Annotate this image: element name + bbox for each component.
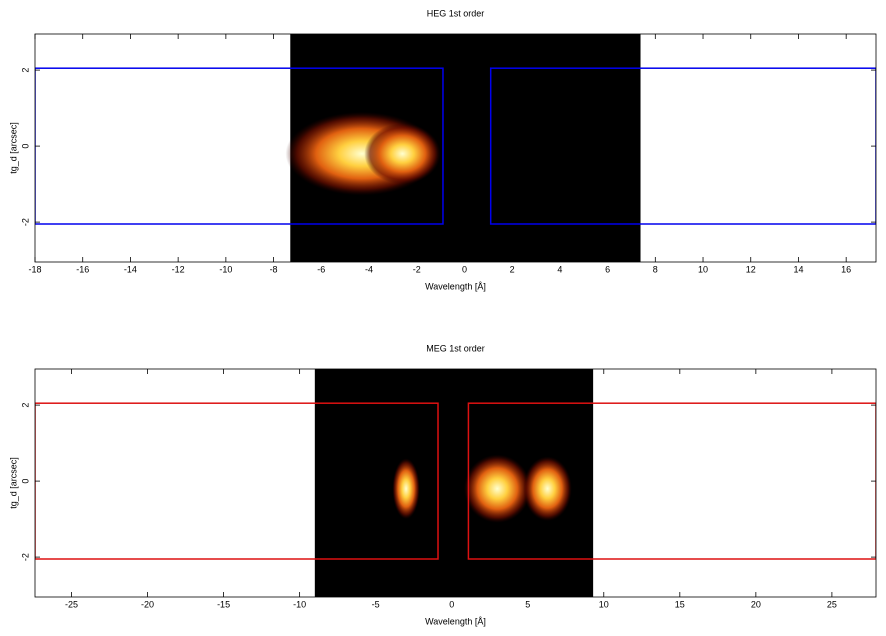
x-tick-label: 0: [462, 264, 467, 274]
region-box: [35, 402, 439, 560]
x-tick-label: 20: [751, 599, 761, 609]
x-tick-label: -4: [365, 264, 373, 274]
chart-title: MEG 1st order: [426, 343, 485, 353]
plot-area: [35, 34, 876, 262]
x-tick-label: -2: [413, 264, 421, 274]
x-tick-label: 6: [605, 264, 610, 274]
x-tick-label: -8: [270, 264, 278, 274]
x-tick-label: -10: [293, 599, 306, 609]
x-tick-label: 5: [525, 599, 530, 609]
x-tick-label: 14: [793, 264, 803, 274]
plot-area: [35, 369, 876, 597]
region-box: [35, 67, 444, 225]
x-tick-label: 25: [827, 599, 837, 609]
x-tick-label: -15: [217, 599, 230, 609]
x-tick-label: 0: [449, 599, 454, 609]
x-tick-label: -14: [124, 264, 137, 274]
y-tick-label: -2: [20, 218, 30, 226]
x-tick-label: -6: [317, 264, 325, 274]
hotspot: [463, 454, 531, 523]
y-axis-label: tg_d [arcsec]: [8, 457, 18, 509]
y-tick-label: 0: [20, 144, 30, 149]
x-tick-label: 16: [841, 264, 851, 274]
x-axis-label: Wavelength [Å]: [425, 616, 486, 626]
y-tick-label: 2: [20, 68, 30, 73]
x-tick-label: -12: [172, 264, 185, 274]
x-axis-label: Wavelength [Å]: [425, 281, 486, 291]
hotspot: [392, 458, 420, 520]
y-tick-label: 2: [20, 403, 30, 408]
region-box: [467, 402, 876, 560]
region-box: [489, 67, 876, 225]
y-tick-label: 0: [20, 479, 30, 484]
x-tick-label: 4: [557, 264, 562, 274]
x-tick-label: 10: [698, 264, 708, 274]
hotspot: [364, 123, 441, 185]
axes-frame: [34, 33, 877, 263]
x-tick-label: -20: [141, 599, 154, 609]
x-tick-label: -18: [28, 264, 41, 274]
x-tick-label: -5: [372, 599, 380, 609]
axes-frame: [34, 368, 877, 598]
x-tick-label: 15: [675, 599, 685, 609]
x-tick-label: -25: [65, 599, 78, 609]
y-tick-label: -2: [20, 553, 30, 561]
x-tick-label: -16: [76, 264, 89, 274]
y-axis-label: tg_d [arcsec]: [8, 122, 18, 174]
x-tick-label: 12: [746, 264, 756, 274]
chart-title: HEG 1st order: [427, 8, 485, 18]
x-tick-label: 8: [653, 264, 658, 274]
x-tick-label: 10: [599, 599, 609, 609]
hotspot: [523, 456, 572, 521]
x-tick-label: -10: [219, 264, 232, 274]
x-tick-label: 2: [510, 264, 515, 274]
